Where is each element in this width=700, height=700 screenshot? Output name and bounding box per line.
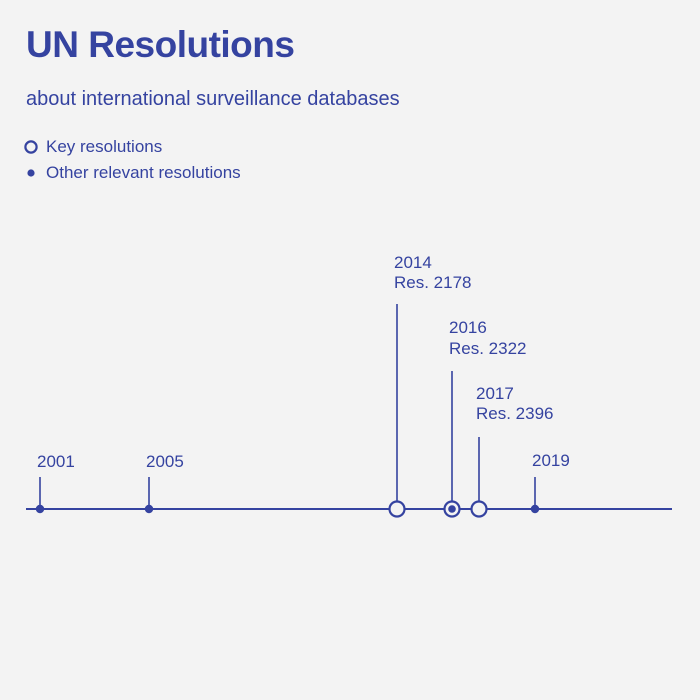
legend-key-label: Key resolutions bbox=[46, 137, 163, 156]
hollow-circle-icon bbox=[24, 140, 38, 154]
event-year-label: 2019 bbox=[532, 451, 570, 470]
event-year-label: 2016 bbox=[449, 318, 487, 337]
event-year-label: 2017 bbox=[476, 384, 514, 403]
legend-item-other: Other relevant resolutions bbox=[24, 160, 241, 186]
event-year-label: 2005 bbox=[146, 452, 184, 471]
event-resolution-label: Res. 2322 bbox=[449, 339, 527, 358]
event-year-label: 2014 bbox=[394, 253, 432, 272]
page-subtitle: about international surveillance databas… bbox=[26, 88, 400, 110]
other-resolution-marker bbox=[35, 504, 45, 514]
key-resolution-dot bbox=[448, 505, 456, 513]
event-resolution-label: Res. 2178 bbox=[394, 273, 472, 292]
event-resolution-label: Res. 2396 bbox=[476, 404, 554, 423]
other-resolution-marker bbox=[144, 504, 154, 514]
legend: Key resolutions Other relevant resolutio… bbox=[24, 134, 241, 186]
other-resolution-marker bbox=[530, 504, 540, 514]
legend-other-label: Other relevant resolutions bbox=[46, 163, 241, 182]
legend-item-key: Key resolutions bbox=[24, 134, 241, 160]
page-title: UN Resolutions bbox=[26, 24, 295, 65]
dot-icon bbox=[24, 166, 38, 180]
key-resolution-marker bbox=[388, 500, 406, 518]
event-year-label: 2001 bbox=[37, 452, 75, 471]
key-resolution-marker bbox=[470, 500, 488, 518]
